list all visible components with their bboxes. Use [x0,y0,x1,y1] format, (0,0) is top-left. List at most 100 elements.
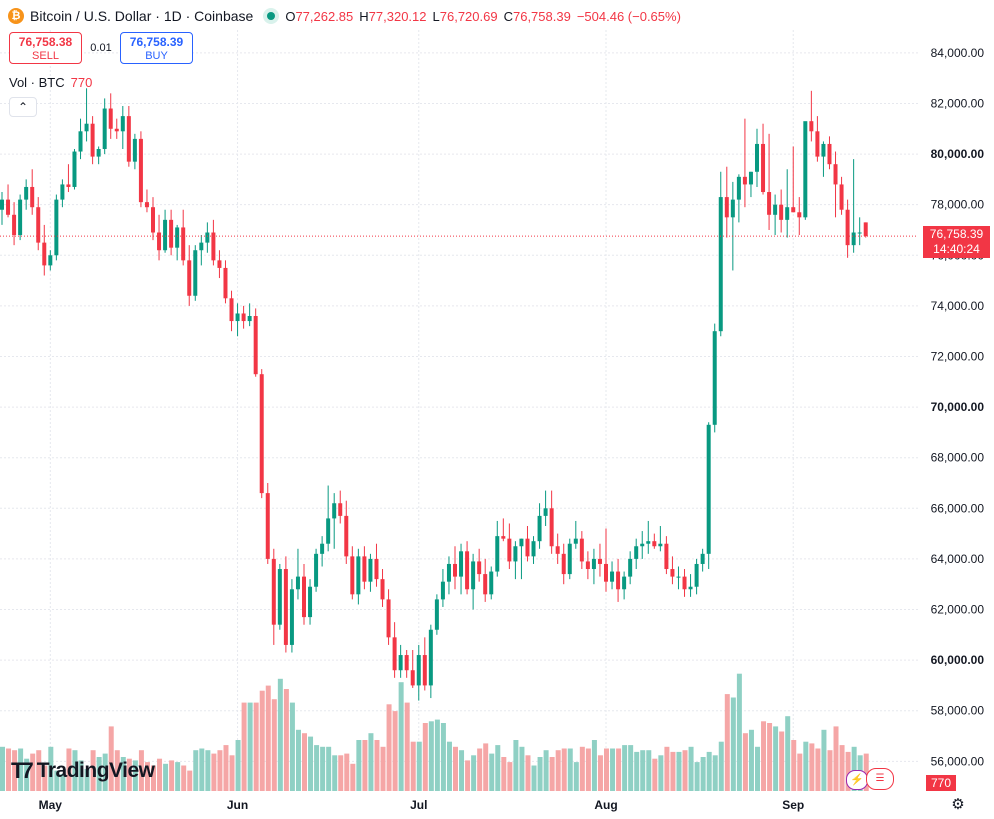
candle-body [187,260,192,296]
candle-body [169,219,174,248]
candle-body [374,558,379,580]
candle-body [785,207,790,220]
volume-bar [567,748,573,791]
price-axis-label: 64,000.00 [931,552,985,566]
candle [755,128,759,187]
time-axis-label: Jun [227,798,248,812]
volume-bar [344,753,350,791]
volume-bar [724,694,730,791]
ohlc-low: L76,720.69 [432,8,498,24]
volume-legend[interactable]: Vol · BTC 770 [9,75,92,90]
us-flag-icon[interactable]: ☰ [866,768,894,790]
volume-bar [761,721,767,791]
candle-body [84,123,89,132]
candle-body [755,143,759,172]
trade-buttons: 76,758.38 SELL 0.01 76,758.39 BUY [9,32,193,64]
volume-bar [223,745,229,791]
gear-icon[interactable]: ⚙ [951,796,965,813]
candle [507,523,512,570]
candle-body [591,558,596,570]
volume-bar [187,770,193,791]
candle-body [108,108,113,129]
candle-body [513,546,518,562]
candle [398,644,403,678]
candle [193,245,198,301]
symbol-title[interactable]: Bitcoin / U.S. Dollar · 1D · Coinbase [30,8,254,24]
candle [30,169,35,215]
candle [748,171,753,198]
volume-bar [229,755,235,791]
candle-body [126,116,131,162]
volume-bar [640,750,646,791]
chevron-up-icon: ⌃ [17,100,29,114]
volume-bar [742,733,748,791]
candle [217,250,222,279]
candle-body [6,199,11,215]
volume-bar [459,750,465,791]
collapse-legend-button[interactable]: ⌃ [9,97,37,117]
candle [567,538,572,580]
candle [271,548,276,645]
candle-body [223,267,228,299]
volume-bar [446,741,452,791]
candle-body [217,260,222,268]
candle [863,222,868,238]
candle [797,197,802,236]
candle-body [78,131,83,152]
candle-body [66,184,71,187]
candle-body [163,219,168,251]
volume-bar [356,740,362,791]
volume-bar [132,760,138,791]
candle [108,93,113,139]
candle [235,303,240,337]
price-axis-label: 70,000.00 [931,400,985,414]
candle [845,199,850,258]
price-change: −504.46 (−0.65%) [576,8,681,24]
lightning-icon[interactable]: ⚡ [846,770,868,790]
candles [0,88,868,701]
candle-body [404,655,409,671]
time-axis-label: Sep [782,798,804,812]
candle-body [0,199,4,210]
time-axis[interactable]: May Jun Jul Aug Sep [39,798,805,812]
sell-button[interactable]: 76,758.38 SELL [9,32,82,64]
volume-bar [561,748,567,791]
volume-bar [700,757,706,791]
candle [712,323,717,433]
volume-bar [102,753,108,791]
volume-bar [374,740,380,791]
candle-body [519,538,524,547]
volume-bar [422,723,428,791]
candle [326,485,331,552]
candle [404,649,409,678]
price-axis[interactable]: 84,000.0082,000.0080,000.0078,000.0076,0… [931,46,985,768]
candle [779,189,784,233]
candle [465,541,470,595]
candle-body [833,164,838,185]
candle [670,556,675,585]
candle-body [446,563,451,582]
price-axis-label: 56,000.00 [931,754,985,768]
tradingview-logo[interactable]: T7 TradingView [11,758,155,784]
candle [169,209,174,256]
volume-bar [253,702,259,791]
candle [453,546,457,590]
candle [585,551,590,580]
candle-body [748,171,753,185]
buy-button[interactable]: 76,758.39 BUY [120,32,193,64]
candle [791,146,796,213]
volume-bar [555,750,561,791]
candle-body [507,538,512,562]
candle-body [797,212,802,218]
symbol-header[interactable]: ₿ Bitcoin / U.S. Dollar · 1D · Coinbase … [8,6,681,26]
volume-bar [465,760,471,791]
volume-bar [392,711,398,791]
volume-bar [332,755,338,791]
candle-body [863,222,868,237]
candle [646,520,651,554]
candle [857,217,862,246]
volume-bar [622,745,628,791]
candle-body [368,558,373,582]
candle [265,482,270,564]
